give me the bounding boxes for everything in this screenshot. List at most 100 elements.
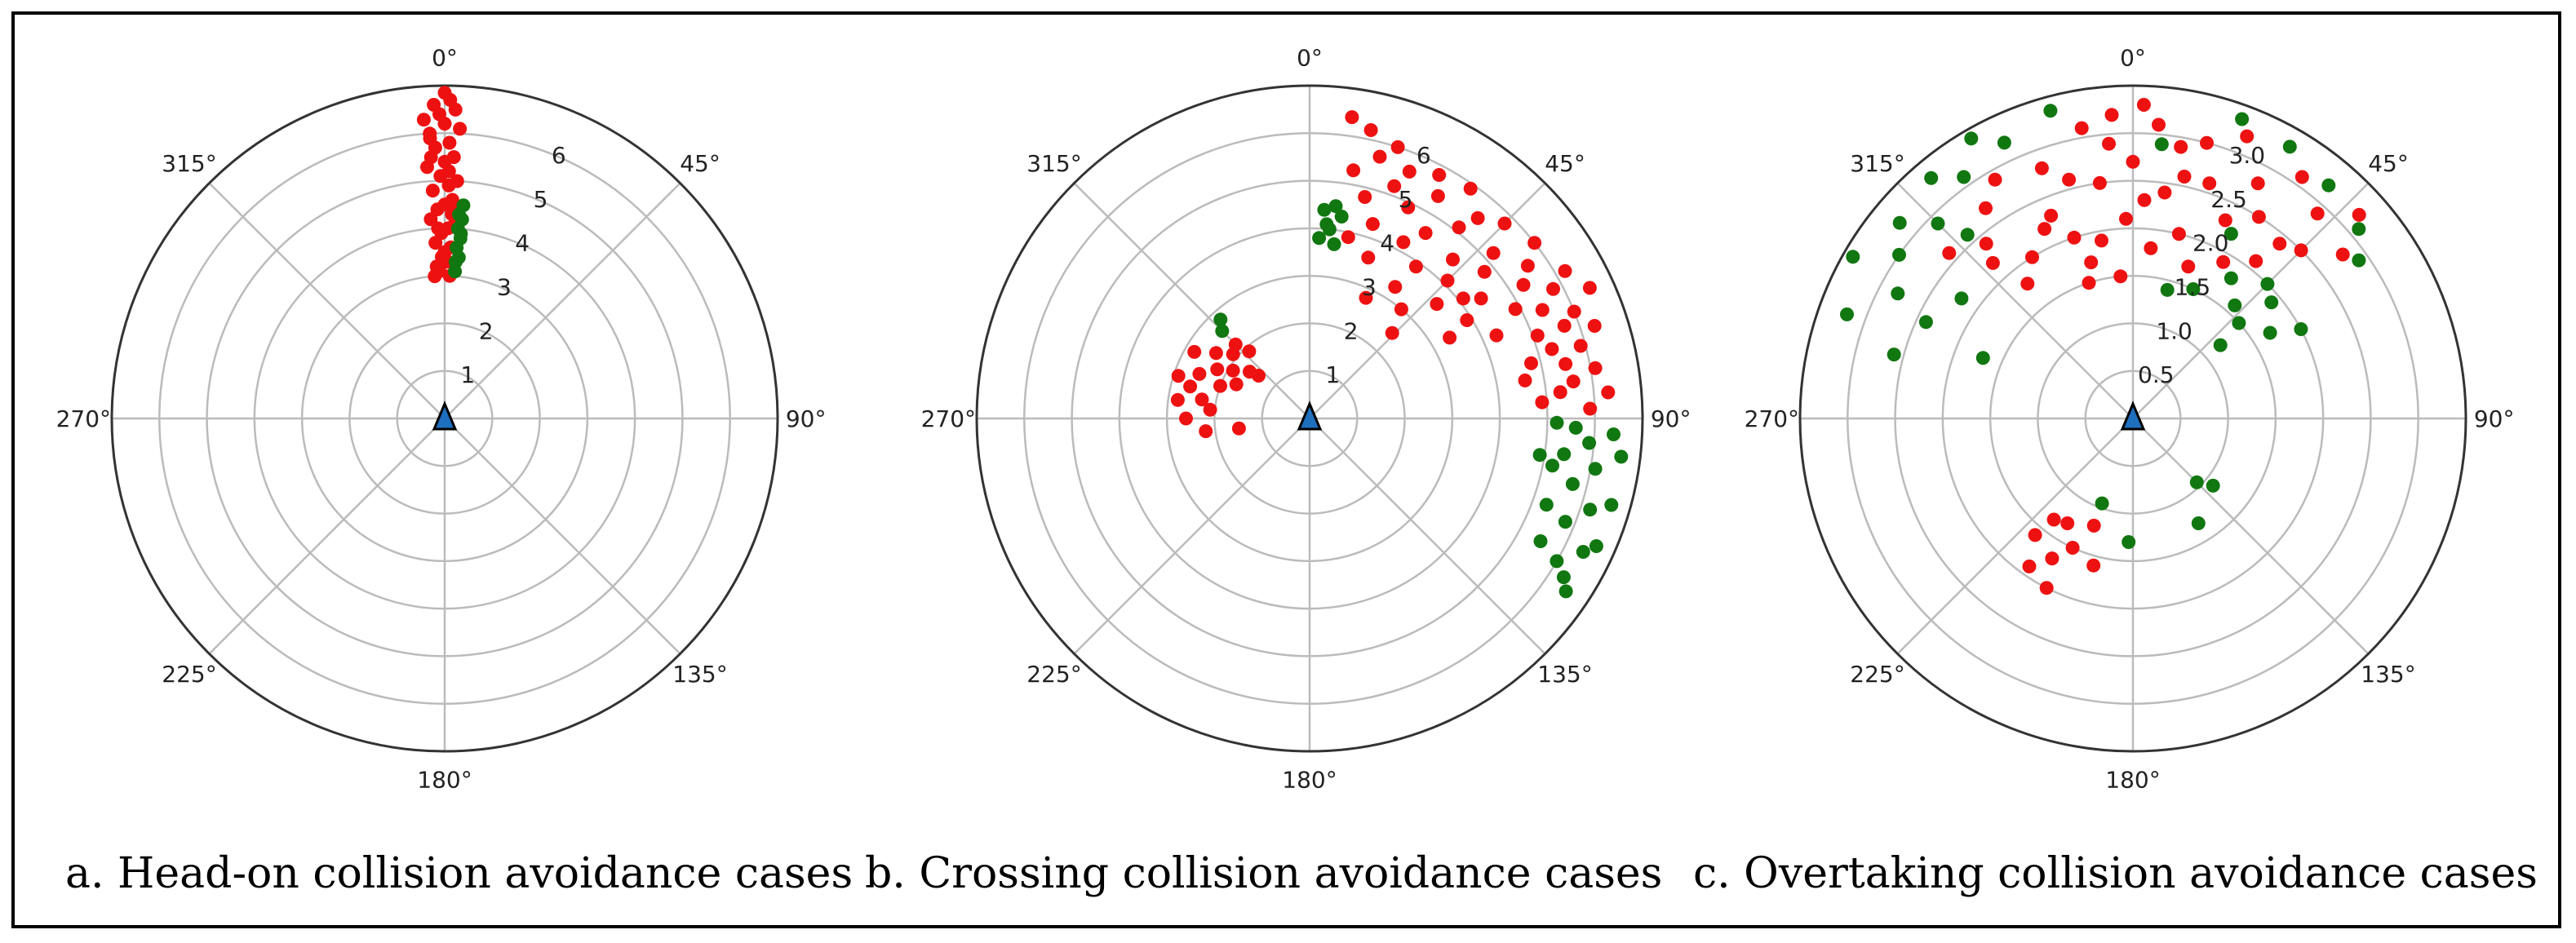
angle-tick-label: 90° — [1651, 405, 1691, 432]
radial-tick-label: 2 — [1344, 317, 1359, 344]
red-point — [2137, 193, 2152, 207]
red-point — [1988, 172, 2002, 187]
green-point — [448, 264, 463, 279]
grid-spoke — [1309, 418, 1546, 655]
green-point — [1539, 498, 1554, 512]
grid-spoke — [1896, 182, 2134, 419]
red-point — [1388, 280, 1403, 294]
green-point — [1583, 502, 1598, 517]
red-point — [2086, 558, 2101, 573]
grid-spoke — [208, 418, 446, 655]
green-point — [1588, 462, 1603, 476]
red-point — [2037, 222, 2052, 237]
red-point — [1456, 291, 1470, 306]
green-point — [1557, 447, 1572, 462]
angle-tick-label: 225° — [1850, 661, 1904, 688]
red-point — [2240, 129, 2255, 144]
red-point — [1358, 190, 1372, 204]
radial-tick-label: 4 — [515, 230, 530, 257]
red-point — [1463, 181, 1478, 196]
green-point — [1550, 415, 1564, 430]
red-point — [1170, 392, 1185, 407]
radial-tick-label: 1.5 — [2175, 273, 2211, 300]
red-point — [1385, 325, 1399, 340]
green-point — [1997, 135, 2011, 150]
green-point — [1558, 584, 1573, 599]
angle-tick-label: 0° — [1297, 44, 1323, 71]
red-point — [1387, 179, 1402, 193]
red-point — [1231, 421, 1246, 436]
red-point — [2202, 176, 2217, 191]
red-point — [442, 135, 457, 150]
red-point — [2174, 139, 2188, 154]
green-point — [454, 227, 468, 241]
red-point — [1179, 411, 1193, 426]
caption-crossing: b. Crossing collision avoidance cases — [865, 849, 1663, 898]
red-point — [2082, 276, 2096, 290]
green-point — [2095, 496, 2109, 511]
red-point — [2200, 135, 2214, 150]
red-point — [2335, 247, 2350, 262]
grid-spoke — [2132, 418, 2370, 655]
green-point — [1334, 210, 1349, 224]
green-point — [2235, 112, 2250, 126]
green-point — [1533, 534, 1548, 548]
green-point — [2352, 222, 2366, 237]
red-point — [2074, 121, 2089, 135]
red-point — [1985, 255, 2000, 270]
green-point — [1614, 449, 1629, 464]
polar-frame — [975, 84, 1644, 753]
angle-tick-label: 45° — [680, 150, 720, 177]
angle-tick-label: 180° — [417, 767, 472, 794]
red-point — [423, 150, 438, 165]
red-point — [2034, 161, 2049, 175]
red-point — [2039, 581, 2054, 595]
radial-tick-label: 2 — [479, 317, 494, 344]
red-point — [1408, 259, 1423, 274]
red-point — [1187, 344, 1202, 359]
red-point — [2084, 255, 2099, 270]
red-point — [1518, 373, 1532, 387]
red-point — [1573, 339, 1588, 353]
red-point — [2060, 516, 2075, 530]
red-point — [1418, 226, 1433, 241]
red-point — [1520, 259, 1535, 273]
red-point — [1183, 379, 1198, 394]
green-point — [2264, 295, 2279, 310]
green-point — [1891, 286, 1905, 301]
red-point — [2126, 154, 2140, 169]
red-point — [1361, 250, 1376, 265]
red-point — [450, 174, 464, 188]
red-point — [1582, 281, 1597, 295]
green-point — [1556, 570, 1571, 585]
red-point — [1390, 139, 1405, 154]
angle-tick-label: 270° — [1745, 405, 1799, 432]
red-point — [2218, 213, 2232, 228]
red-point — [2045, 551, 2059, 566]
green-point — [2224, 227, 2238, 241]
red-point — [1359, 290, 1373, 305]
red-point — [1486, 246, 1501, 260]
red-point — [2157, 185, 2172, 200]
red-point — [423, 131, 437, 146]
red-point — [1587, 319, 1602, 333]
angle-tick-label: 180° — [2105, 767, 2160, 794]
red-point — [1545, 342, 1559, 356]
red-point — [1346, 163, 1361, 178]
green-point — [2122, 535, 2136, 549]
red-point — [1229, 377, 1244, 392]
grid-spoke — [1896, 418, 2134, 655]
red-point — [1942, 246, 1957, 260]
green-point — [1918, 315, 1933, 330]
green-point — [2224, 271, 2238, 286]
angle-tick-label: 90° — [2474, 405, 2515, 432]
red-point — [1557, 318, 1572, 333]
grid-spoke — [1073, 418, 1310, 655]
red-point — [1345, 110, 1359, 125]
radial-tick-label: 6 — [1417, 142, 1431, 169]
radial-tick-label: 6 — [552, 142, 566, 169]
green-point — [2186, 282, 2201, 296]
green-point — [1215, 324, 1230, 339]
radial-tick-label: 4 — [1380, 230, 1394, 257]
